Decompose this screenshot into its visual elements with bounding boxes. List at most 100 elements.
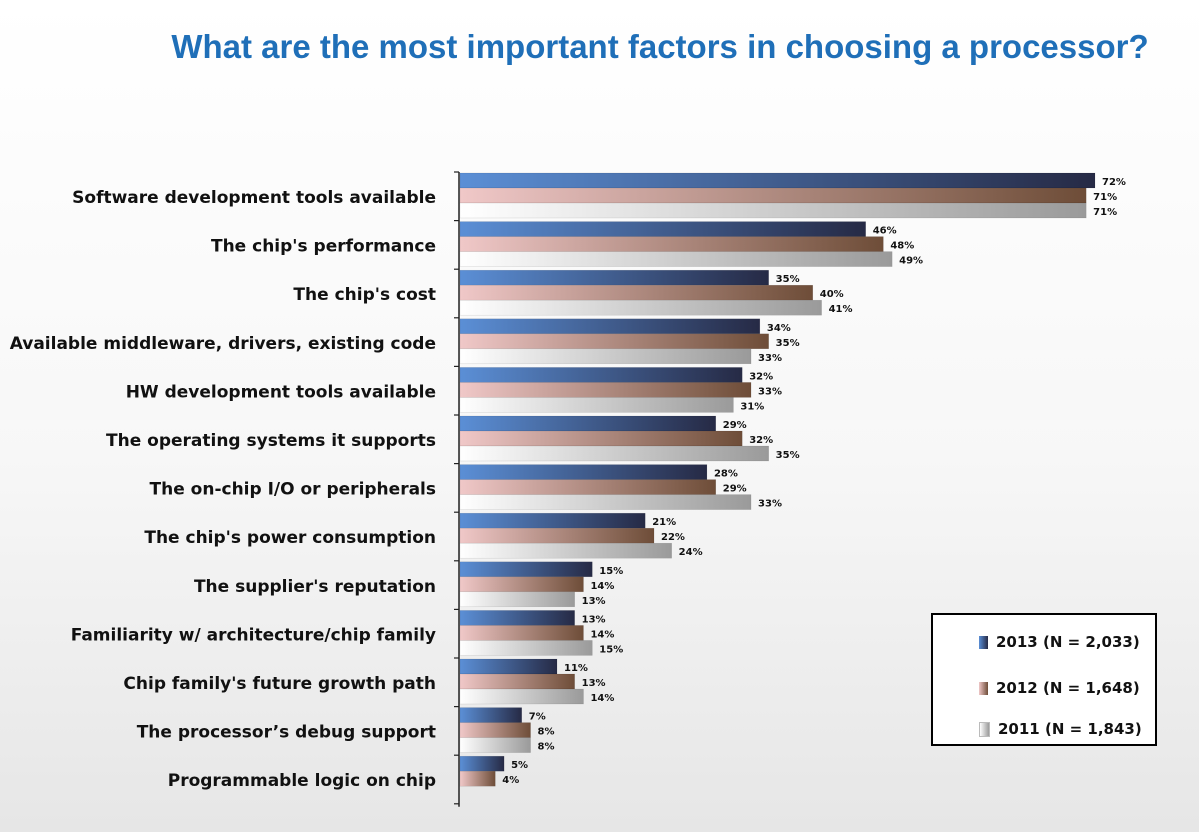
category-label: Familiarity w/ architecture/chip family <box>71 625 436 645</box>
value-label-2013: 29% <box>723 420 747 431</box>
bar-2011 <box>459 299 822 316</box>
category-label: The supplier's reputation <box>194 577 436 597</box>
bar-2012 <box>459 673 575 690</box>
legend-label-2011: 2011 (N = 1,843) <box>998 720 1142 738</box>
bar-2012 <box>459 236 884 252</box>
category-label: The chip's cost <box>293 285 436 305</box>
chart-title: What are the most important factors in c… <box>171 28 1149 65</box>
bar-2011 <box>459 445 769 462</box>
value-label-2012: 35% <box>776 338 800 349</box>
value-label-2013: 46% <box>873 226 897 237</box>
category-label: Chip family's future growth path <box>123 674 436 694</box>
value-label-2013: 34% <box>767 323 791 334</box>
bar-2012 <box>459 284 814 301</box>
value-label-2011: 71% <box>1093 207 1117 218</box>
bar-2011 <box>459 348 752 365</box>
category-label: The processor’s debug support <box>137 723 436 743</box>
bar-2013 <box>459 755 505 772</box>
value-label-2012: 32% <box>749 435 773 446</box>
bar-2011 <box>459 202 1087 219</box>
value-label-2012: 29% <box>723 484 747 495</box>
bar-2013 <box>459 658 558 675</box>
value-label-2012: 71% <box>1093 192 1117 203</box>
value-labels: 72%71%71%46%48%49%35%40%41%34%35%33%32%3… <box>502 177 1126 786</box>
bar-2012 <box>459 527 655 544</box>
value-label-2013: 5% <box>511 760 528 771</box>
value-label-2012: 13% <box>582 678 606 689</box>
bar-2011 <box>459 494 752 510</box>
value-label-2011: 33% <box>758 353 782 364</box>
bar-2013 <box>459 464 708 480</box>
bar-2011 <box>459 251 893 267</box>
bar-2011 <box>459 640 593 656</box>
value-label-2011: 14% <box>590 693 614 704</box>
value-label-2013: 15% <box>599 566 623 577</box>
bar-2013 <box>459 318 761 335</box>
category-label: The operating systems it supports <box>106 431 436 451</box>
value-label-2012: 14% <box>590 581 614 592</box>
bar-2012 <box>459 770 496 787</box>
category-label: The chip's power consumption <box>144 528 436 548</box>
bar-2013 <box>459 707 522 723</box>
value-label-2013: 28% <box>714 469 738 480</box>
category-label: Available middleware, drivers, existing … <box>10 334 436 354</box>
value-label-2011: 24% <box>679 547 703 558</box>
bar-2013 <box>459 415 717 432</box>
bar-2012 <box>459 722 531 738</box>
value-label-2011: 15% <box>599 644 623 655</box>
bar-2011 <box>459 542 672 559</box>
legend-item-2012: 2012 (N = 1,648) <box>979 678 1140 698</box>
value-label-2011: 31% <box>740 401 764 412</box>
bar-2013 <box>459 221 866 237</box>
bar-2013 <box>459 172 1096 189</box>
value-label-2011: 41% <box>829 304 853 315</box>
bar-2012 <box>459 187 1087 204</box>
bar-2012 <box>459 382 752 398</box>
category-labels: Software development tools available The … <box>10 188 436 791</box>
bar-2012 <box>459 625 584 641</box>
value-label-2012: 8% <box>538 727 555 738</box>
legend-item-2013: 2013 (N = 2,033) <box>979 632 1140 652</box>
bar-2012 <box>459 576 584 593</box>
value-label-2013: 21% <box>652 517 676 528</box>
legend-swatch-2011 <box>979 721 990 737</box>
category-label: Programmable logic on chip <box>168 771 436 791</box>
value-label-2011: 35% <box>776 450 800 461</box>
legend-label-2013: 2013 (N = 2,033) <box>996 633 1140 651</box>
y-axis <box>454 171 460 807</box>
bar-2012 <box>459 430 743 447</box>
legend: 2013 (N = 2,033) 2012 (N = 1,648) 2011 (… <box>931 613 1157 746</box>
bar-2013 <box>459 610 575 626</box>
bar-2013 <box>459 561 593 578</box>
value-label-2012: 22% <box>661 532 685 543</box>
value-label-2011: 49% <box>899 256 923 267</box>
value-label-2011: 8% <box>538 742 555 753</box>
category-label: HW development tools available <box>126 382 436 402</box>
value-label-2011: 33% <box>758 499 782 510</box>
legend-label-2012: 2012 (N = 1,648) <box>996 679 1140 697</box>
legend-swatch-2013 <box>979 635 988 649</box>
bar-2013 <box>459 367 743 383</box>
value-label-2013: 11% <box>564 663 588 674</box>
value-label-2013: 32% <box>749 371 773 382</box>
bar-2012 <box>459 333 769 350</box>
bar-2013 <box>459 512 646 529</box>
value-label-2011: 13% <box>582 596 606 607</box>
value-label-2012: 48% <box>890 241 914 252</box>
category-label: The on-chip I/O or peripherals <box>150 480 436 500</box>
bars-group <box>459 172 1096 787</box>
bar-2013 <box>459 269 769 286</box>
value-label-2012: 33% <box>758 386 782 397</box>
bar-2012 <box>459 479 717 495</box>
legend-swatch-2012 <box>979 681 988 695</box>
value-label-2013: 72% <box>1102 177 1126 188</box>
value-label-2013: 35% <box>776 274 800 285</box>
bar-2011 <box>459 737 531 753</box>
bar-2011 <box>459 591 575 608</box>
category-label: The chip's performance <box>211 237 436 257</box>
value-label-2012: 14% <box>590 629 614 640</box>
value-label-2013: 13% <box>582 614 606 625</box>
legend-item-2011: 2011 (N = 1,843) <box>979 719 1142 739</box>
value-label-2013: 7% <box>529 712 546 723</box>
